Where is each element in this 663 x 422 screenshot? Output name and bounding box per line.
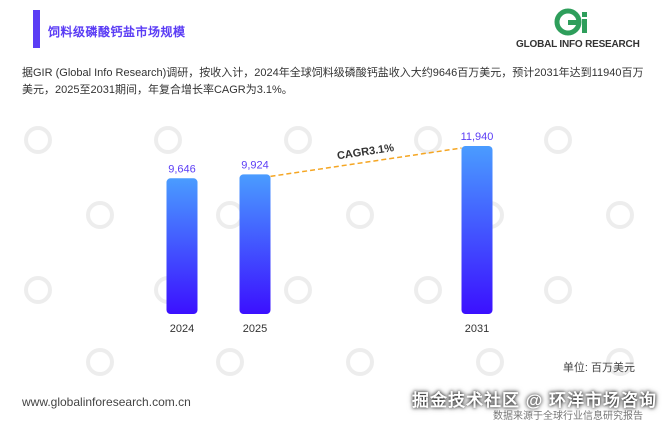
footer-banner: 掘金技术社区 @ 环洋市场咨询 [411, 391, 657, 410]
gir-logo-icon [554, 8, 587, 36]
footer-source-text: 数据来源于全球行业信息研究报告 [493, 411, 643, 422]
value-label-2025: 9,924 [241, 159, 269, 171]
logo-text: GLOBAL INFO RESEARCH [516, 39, 640, 50]
footer: www.globalinforesearch.com.cn 数据来源于全球行业信… [0, 386, 663, 422]
bar-2031 [461, 146, 493, 314]
value-label-2024: 9,646 [168, 163, 196, 175]
bar-2024 [166, 178, 198, 314]
cagr-trend-line [270, 147, 462, 178]
unit-label: 单位: 百万美元 [562, 362, 635, 374]
watermark-pattern [24, 126, 634, 376]
bar-2025 [239, 174, 271, 314]
category-label-2025: 2025 [243, 323, 267, 335]
value-label-2031: 11,940 [461, 131, 494, 143]
category-label-2031: 2031 [465, 323, 489, 335]
footer-url[interactable]: www.globalinforesearch.com.cn [22, 395, 191, 409]
page-title: 饲料级磷酸钙盐市场规模 [48, 25, 186, 39]
description-text: 据GIR (Global Info Research)调研，按收入计，2024年… [22, 67, 644, 96]
category-label-2024: 2024 [170, 323, 194, 335]
header: 饲料级磷酸钙盐市场规模 GLOBAL INFO RESEARCH [0, 0, 663, 58]
title-accent-bar [33, 10, 40, 48]
